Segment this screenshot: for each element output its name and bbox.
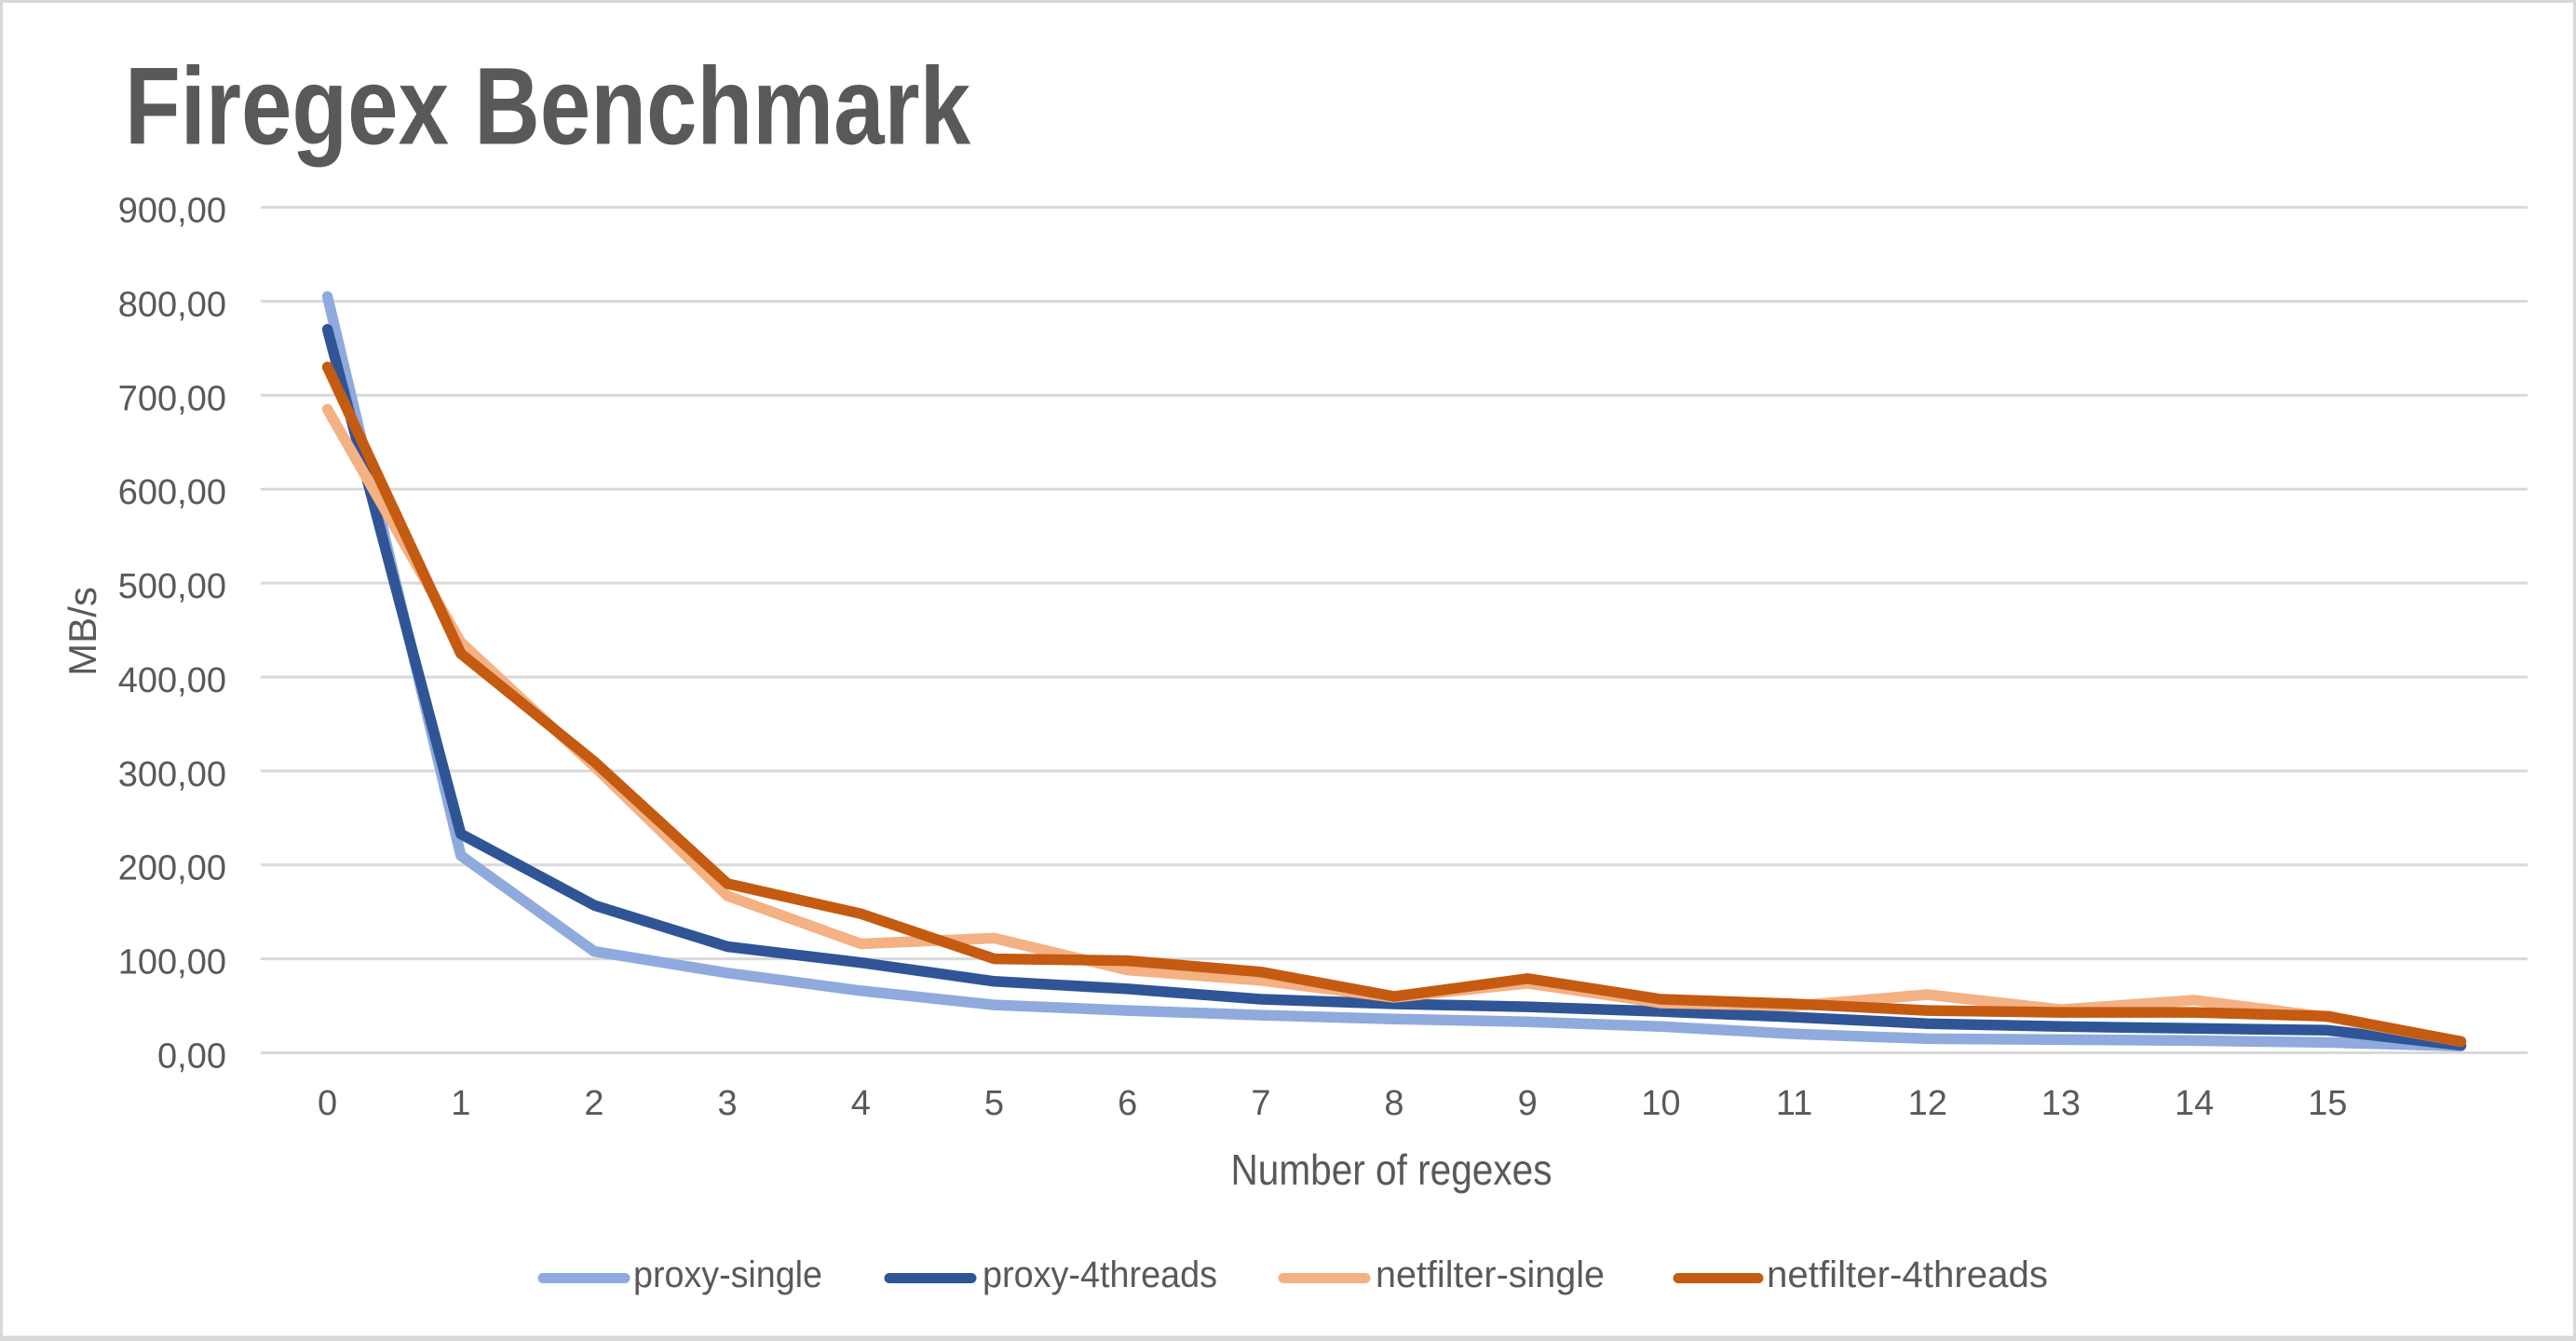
svg-text:5: 5	[984, 1084, 1004, 1123]
svg-text:8: 8	[1384, 1084, 1403, 1123]
svg-text:400,00: 400,00	[118, 661, 226, 700]
svg-text:300,00: 300,00	[118, 755, 226, 794]
svg-text:Firegex Benchmark: Firegex Benchmark	[125, 46, 970, 169]
svg-text:0,00: 0,00	[157, 1037, 226, 1077]
svg-text:proxy-single: proxy-single	[633, 1254, 822, 1295]
svg-text:2: 2	[584, 1084, 603, 1123]
svg-text:netfilter-single: netfilter-single	[1376, 1254, 1605, 1295]
svg-text:7: 7	[1251, 1084, 1270, 1123]
svg-text:Number of regexes: Number of regexes	[1231, 1145, 1552, 1194]
svg-text:9: 9	[1518, 1084, 1538, 1123]
svg-text:1: 1	[451, 1084, 470, 1123]
svg-text:200,00: 200,00	[118, 849, 226, 888]
svg-text:0: 0	[318, 1084, 337, 1123]
svg-text:netfilter-4threads: netfilter-4threads	[1767, 1254, 2048, 1295]
svg-text:13: 13	[2041, 1084, 2081, 1123]
svg-text:700,00: 700,00	[118, 379, 226, 418]
svg-text:3: 3	[718, 1084, 738, 1123]
svg-text:100,00: 100,00	[118, 943, 226, 982]
svg-text:15: 15	[2308, 1084, 2347, 1123]
svg-text:11: 11	[1776, 1084, 1812, 1123]
svg-text:proxy-4threads: proxy-4threads	[983, 1254, 1217, 1295]
svg-text:6: 6	[1118, 1084, 1137, 1123]
svg-text:10: 10	[1641, 1084, 1680, 1123]
svg-text:600,00: 600,00	[118, 473, 226, 512]
svg-text:14: 14	[2175, 1084, 2214, 1123]
svg-text:800,00: 800,00	[118, 286, 226, 325]
svg-text:900,00: 900,00	[118, 192, 226, 231]
svg-text:4: 4	[851, 1084, 871, 1123]
svg-text:500,00: 500,00	[118, 567, 226, 606]
svg-text:12: 12	[1908, 1084, 1947, 1123]
svg-text:MB/s: MB/s	[61, 587, 104, 676]
